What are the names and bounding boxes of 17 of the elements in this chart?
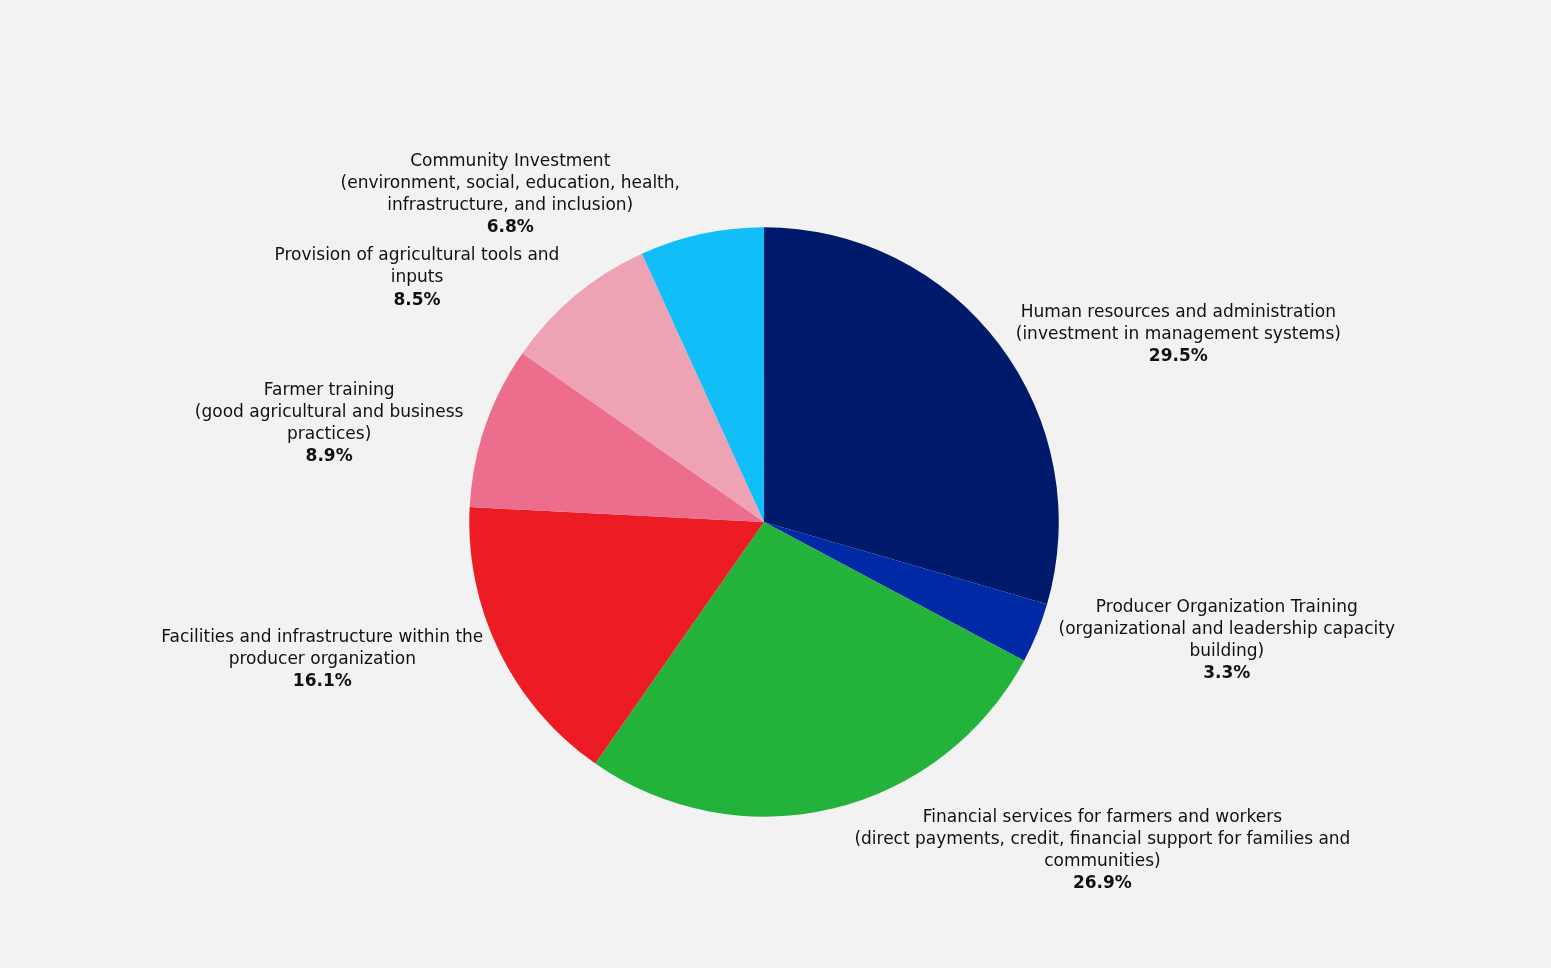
data-label: 26.9%	[1072, 872, 1132, 893]
pie-slice	[641, 227, 765, 522]
pie-slice	[764, 521, 1048, 661]
slice-label: Farmer training (good agricultural and business practices)	[194, 378, 464, 443]
data-label: 3.3%	[1203, 662, 1251, 683]
data-label: 29.5%	[1148, 345, 1208, 366]
slice-label: Provision of agricultural tools and inputs	[274, 244, 560, 287]
slice-label: Facilities and infrastructure within the producer organization	[161, 625, 484, 668]
slice-label: Human resources and administration (investment in management systems)	[1015, 301, 1341, 344]
data-label: 8.5%	[393, 288, 441, 309]
slice-label: Community Investment (environment, social, education, health, infrastructure, and inclusion)	[340, 149, 680, 214]
data-label: 8.9%	[305, 445, 353, 466]
pie-slice	[469, 353, 765, 522]
slice-label: Financial services for farmers and workers (direct payments, credit, financial support for families and communities)	[854, 806, 1351, 871]
data-label: 6.8%	[486, 215, 534, 236]
slice-label: Producer Organization Training (organizational and leadership capacity building)	[1058, 595, 1396, 661]
data-label: 16.1%	[292, 669, 352, 690]
